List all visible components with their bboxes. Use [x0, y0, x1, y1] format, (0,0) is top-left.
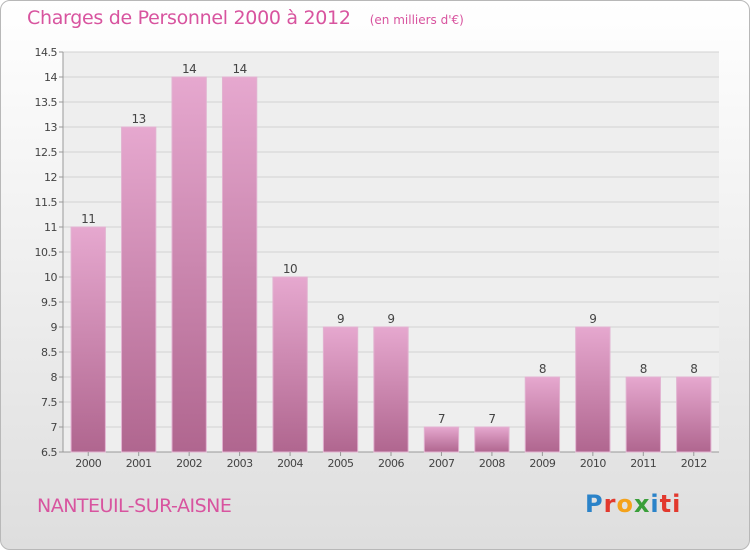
bar: [423, 426, 460, 453]
y-tick-label: 9: [51, 321, 58, 334]
y-tick-label: 7: [51, 421, 58, 434]
data-label: 7: [488, 412, 495, 426]
logo-letter: o: [616, 490, 634, 518]
y-tick-label: 8.5: [41, 346, 57, 359]
y-tick-label: 10.5: [35, 246, 58, 259]
chart-title: Charges de Personnel 2000 à 2012: [27, 7, 351, 29]
x-tick-label: 2007: [428, 457, 454, 470]
x-tick-label: 2003: [227, 457, 253, 470]
logo-letter: i: [650, 490, 660, 518]
x-tick-label: 2005: [328, 457, 354, 470]
y-tick-label: 11: [44, 221, 57, 234]
y-tick-label: 6.5: [41, 446, 57, 459]
bar: [322, 326, 359, 453]
y-tick-label: 13.5: [35, 96, 58, 109]
y-tick-label: 8: [51, 371, 58, 384]
x-tick-label: 2001: [126, 457, 152, 470]
y-tick-label: 10: [44, 271, 57, 284]
data-label: 7: [438, 412, 445, 426]
data-label: 8: [640, 362, 647, 376]
bar: [524, 376, 561, 453]
y-tick-label: 9.5: [41, 296, 57, 309]
bar: [575, 326, 611, 453]
place-name: NANTEUIL-SUR-AISNE: [37, 495, 232, 517]
bar: [121, 126, 157, 453]
x-tick-label: 2012: [681, 457, 707, 470]
x-tick-label: 2004: [277, 457, 303, 470]
proxiti-logo: Proxiti: [585, 490, 681, 518]
data-label: 9: [337, 312, 344, 326]
y-tick-label: 11.5: [35, 196, 58, 209]
logo-letter: P: [585, 490, 604, 518]
x-tick-label: 2006: [378, 457, 404, 470]
x-tick-label: 2008: [479, 457, 505, 470]
bar: [171, 76, 207, 453]
data-label: 9: [387, 312, 394, 326]
bar: [272, 276, 308, 453]
logo-letter: r: [603, 490, 617, 518]
logo-letter: x: [633, 490, 651, 518]
logo-letter: ti: [659, 490, 682, 518]
data-label: 9: [589, 312, 596, 326]
x-tick-label: 2002: [176, 457, 202, 470]
data-label: 8: [690, 362, 697, 376]
bar: [70, 226, 106, 453]
y-tick-label: 14.5: [35, 46, 58, 59]
x-tick-label: 2010: [580, 457, 606, 470]
chart-unit: (en milliers d'€): [369, 13, 464, 27]
x-tick-label: 2011: [630, 457, 656, 470]
bar: [373, 326, 409, 453]
y-tick-label: 12: [44, 171, 57, 184]
data-label: 14: [182, 62, 196, 76]
data-label: 11: [81, 212, 95, 226]
bar: [676, 376, 712, 453]
data-label: 10: [283, 262, 297, 276]
y-tick-label: 7.5: [41, 396, 57, 409]
x-tick-label: 2009: [529, 457, 555, 470]
y-tick-label: 14: [44, 71, 57, 84]
data-label: 8: [539, 362, 546, 376]
y-tick-label: 13: [44, 121, 57, 134]
chart-title-block: Charges de Personnel 2000 à 2012 (en mil…: [27, 7, 464, 29]
data-label: 14: [232, 62, 246, 76]
bar: [474, 426, 510, 453]
y-tick-label: 12.5: [35, 146, 58, 159]
data-label: 13: [132, 112, 146, 126]
x-tick-label: 2000: [75, 457, 101, 470]
bar: [221, 76, 258, 453]
bar: [625, 376, 661, 453]
